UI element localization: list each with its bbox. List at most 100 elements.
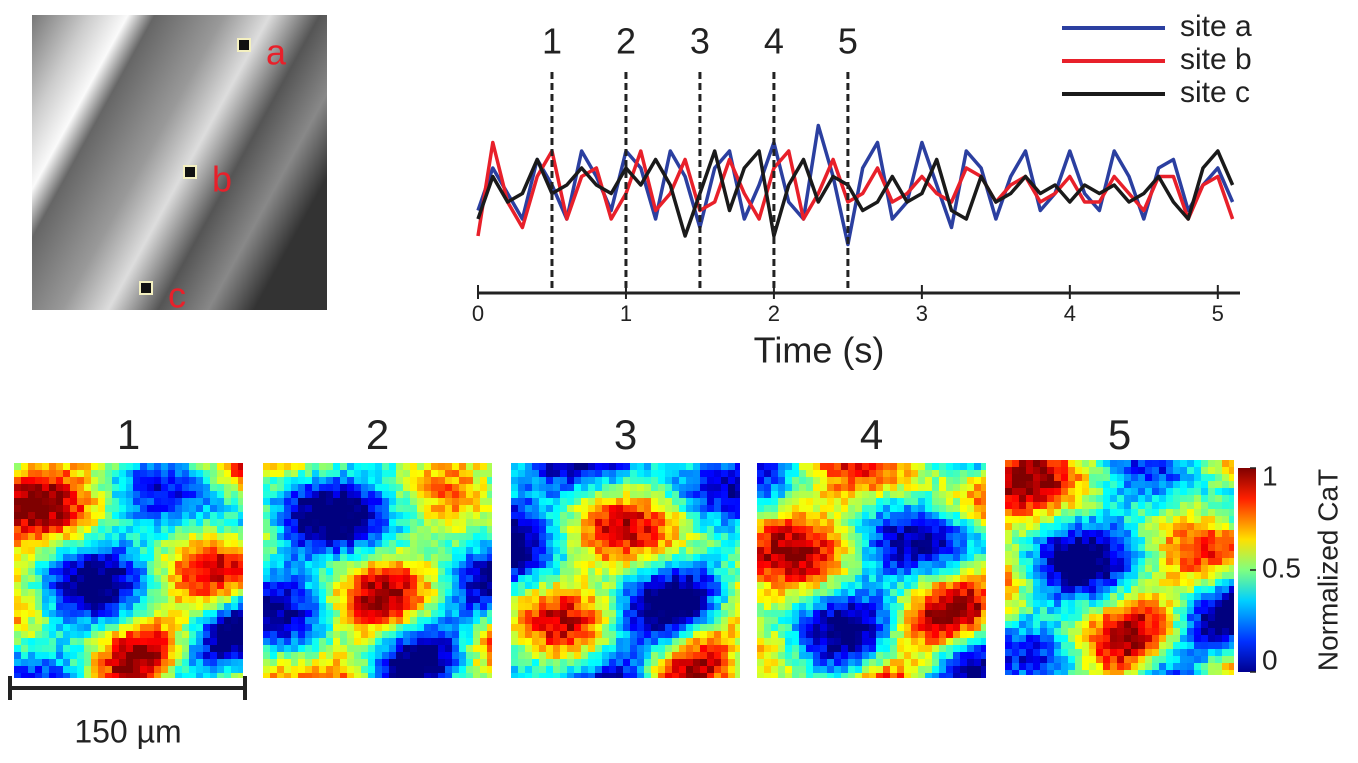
heatmap-cell (581, 638, 588, 645)
heatmap-cell (771, 652, 778, 659)
heatmap-cell (651, 631, 658, 638)
heatmap-cell (466, 568, 473, 575)
heatmap-cell (792, 526, 799, 533)
heatmap-cell (1117, 607, 1124, 614)
heatmap-cell (284, 638, 291, 645)
heatmap-cell (1117, 593, 1124, 600)
heatmap-cell (70, 631, 77, 638)
heatmap-cell (1068, 544, 1075, 551)
heatmap-cell (326, 582, 333, 589)
heatmap-cell (1173, 495, 1180, 502)
heatmap-cell (175, 498, 182, 505)
heatmap-cell (389, 617, 396, 624)
heatmap-cell (480, 596, 487, 603)
heatmap-cell (1173, 481, 1180, 488)
heatmap-cell (1082, 572, 1089, 579)
heatmap-cell (224, 477, 231, 484)
heatmap-cell (707, 652, 714, 659)
heatmap-cell (911, 617, 918, 624)
heatmap-cell (1138, 474, 1145, 481)
heatmap-cell (375, 477, 382, 484)
heatmap-cell (890, 638, 897, 645)
heatmap-cell (347, 561, 354, 568)
heatmap-cell (567, 589, 574, 596)
heatmap-cell (735, 589, 740, 596)
heatmap-cell (396, 526, 403, 533)
heatmap-cell (834, 477, 841, 484)
heatmap-cell (466, 582, 473, 589)
heatmap-cell (588, 596, 595, 603)
heatmap-cell (277, 603, 284, 610)
heatmap-cell (792, 512, 799, 519)
heatmap-cell (1194, 488, 1201, 495)
heatmap-cell (452, 470, 459, 477)
heatmap-cell (1194, 502, 1201, 509)
heatmap-cell (382, 463, 389, 470)
heatmap-cell (1026, 586, 1033, 593)
heatmap-cell (452, 568, 459, 575)
heatmap-cell (196, 568, 203, 575)
heatmap-cell (602, 519, 609, 526)
heatmap-cell (630, 631, 637, 638)
heatmap-cell (911, 505, 918, 512)
heatmap-cell (946, 575, 953, 582)
heatmap-cell (112, 659, 119, 666)
heatmap-cell (126, 666, 133, 673)
heatmap-cell (312, 526, 319, 533)
heatmap-cell (147, 666, 154, 673)
heatmap-cell (119, 638, 126, 645)
heatmap-cell (855, 659, 862, 666)
heatmap-cell (806, 470, 813, 477)
heatmap-cell (1040, 516, 1047, 523)
heatmap-cell (487, 554, 492, 561)
heatmap-cell (974, 673, 981, 678)
heatmap-cell (168, 519, 175, 526)
heatmap-cell (21, 519, 28, 526)
heatmap-cell (862, 582, 869, 589)
heatmap-cell (820, 547, 827, 554)
heatmap-cell (1082, 621, 1089, 628)
heatmap-cell (154, 610, 161, 617)
heatmap-cell (133, 617, 140, 624)
heatmap-cell (91, 526, 98, 533)
heatmap-cell (1131, 586, 1138, 593)
heatmap-cell (459, 512, 466, 519)
heatmap-cell (231, 484, 238, 491)
heatmap-cell (932, 498, 939, 505)
heatmap-cell (925, 659, 932, 666)
heatmap-cell (98, 617, 105, 624)
heatmap-cell (1110, 523, 1117, 530)
heatmap-cell (161, 505, 168, 512)
heatmap-cell (182, 491, 189, 498)
heatmap-cell (63, 498, 70, 505)
heatmap-cell (1166, 600, 1173, 607)
heatmap-cell (841, 505, 848, 512)
heatmap-cell (91, 652, 98, 659)
heatmap-cell (946, 547, 953, 554)
heatmap-cell (438, 652, 445, 659)
heatmap-cell (651, 498, 658, 505)
heatmap-cell (1054, 621, 1061, 628)
heatmap-cell (862, 526, 869, 533)
heatmap-cell (651, 491, 658, 498)
heatmap-cell (277, 554, 284, 561)
heatmap-cell (284, 470, 291, 477)
heatmap-cell (438, 666, 445, 673)
heatmap-cell (539, 554, 546, 561)
heatmap-cell (897, 631, 904, 638)
heatmap-cell (553, 659, 560, 666)
heatmap-cell (63, 645, 70, 652)
heatmap-cell (1026, 544, 1033, 551)
heatmap-cell (210, 519, 217, 526)
heatmap-cell (231, 589, 238, 596)
heatmap-cell (28, 568, 35, 575)
heatmap-cell (119, 519, 126, 526)
heatmap-cell (375, 589, 382, 596)
heatmap-cell (693, 575, 700, 582)
heatmap-cell (518, 533, 525, 540)
heatmap-cell (389, 505, 396, 512)
heatmap-cell (21, 568, 28, 575)
heatmap-cell (595, 554, 602, 561)
x-tick-label: 4 (1064, 301, 1076, 326)
